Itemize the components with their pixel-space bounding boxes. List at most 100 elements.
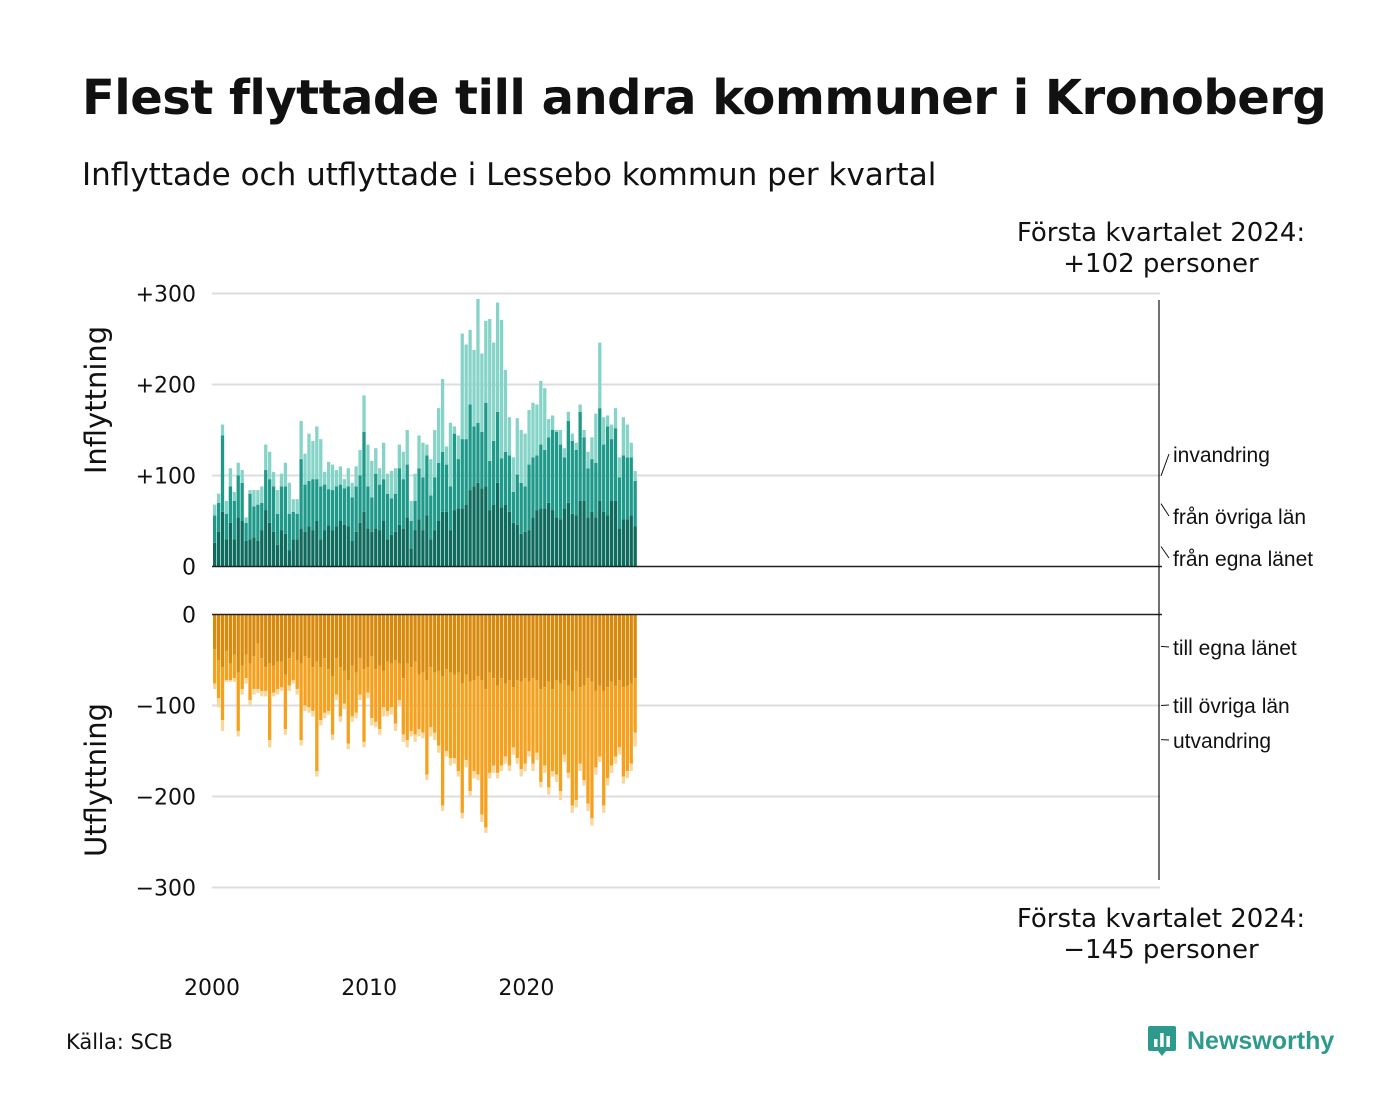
bar-inflow-egna xyxy=(460,508,464,567)
bar-inflow-ovriga xyxy=(401,479,405,529)
bar-inflow-egna xyxy=(558,519,563,567)
bar-outflow-ovriga xyxy=(248,663,252,701)
bar-inflow-ovriga xyxy=(437,462,441,521)
bar-outflow-egna xyxy=(570,614,574,691)
bar-outflow-egna xyxy=(252,614,256,657)
bar-inflow-egna xyxy=(425,515,429,567)
bar-outflow-egna xyxy=(256,614,260,644)
bar-outflow-utvandring xyxy=(244,678,248,684)
bar-outflow-egna xyxy=(299,614,303,664)
bar-outflow-ovriga xyxy=(586,678,590,804)
bar-outflow-egna xyxy=(535,614,539,681)
bar-inflow-invandring xyxy=(476,298,480,423)
bar-outflow-ovriga xyxy=(240,665,244,690)
bar-inflow-invandring xyxy=(303,453,307,485)
bar-outflow-utvandring xyxy=(437,745,441,753)
bar-outflow-utvandring xyxy=(633,732,637,747)
bar-outflow-egna xyxy=(515,614,519,681)
bar-outflow-utvandring xyxy=(330,734,335,741)
bar-inflow-egna xyxy=(354,531,358,567)
bar-outflow-utvandring xyxy=(429,727,433,737)
bar-outflow-ovriga xyxy=(295,660,299,690)
bar-outflow-utvandring xyxy=(338,716,343,722)
bar-outflow-ovriga xyxy=(503,683,508,757)
bar-inflow-invandring xyxy=(523,433,527,487)
bar-outflow-ovriga xyxy=(213,649,217,684)
bar-outflow-egna xyxy=(606,614,610,688)
bar-inflow-egna xyxy=(484,486,488,567)
brand-logo[interactable]: Newsworthy xyxy=(1147,1024,1334,1058)
bar-inflow-ovriga xyxy=(220,435,225,512)
bar-inflow-egna xyxy=(248,539,252,567)
bar-outflow-ovriga xyxy=(346,680,350,744)
bar-outflow-ovriga xyxy=(433,672,437,733)
bar-inflow-invandring xyxy=(291,499,295,512)
bar-outflow-utvandring xyxy=(315,771,319,777)
bar-inflow-egna xyxy=(621,519,626,567)
bar-inflow-egna xyxy=(554,517,559,567)
bar-outflow-utvandring xyxy=(523,763,527,772)
bar-outflow-ovriga xyxy=(629,683,633,764)
bar-outflow-egna xyxy=(405,614,409,664)
bar-outflow-ovriga xyxy=(633,678,637,733)
bar-inflow-egna xyxy=(429,539,433,567)
bar-outflow-utvandring xyxy=(354,712,358,719)
bar-inflow-ovriga xyxy=(228,486,233,523)
series-label-outflow: till övriga län xyxy=(1173,695,1290,718)
bar-inflow-egna xyxy=(476,482,480,567)
bar-inflow-egna xyxy=(370,531,374,567)
bar-outflow-ovriga xyxy=(495,685,500,773)
bar-outflow-egna xyxy=(370,614,374,657)
bar-inflow-egna xyxy=(562,508,567,567)
bar-inflow-invandring xyxy=(236,462,240,476)
bar-outflow-ovriga xyxy=(323,658,327,713)
bar-outflow-utvandring xyxy=(260,690,264,697)
bar-inflow-egna xyxy=(456,508,460,567)
bar-outflow-ovriga xyxy=(232,654,236,679)
bar-inflow-egna xyxy=(405,517,409,567)
bar-inflow-ovriga xyxy=(562,457,567,509)
bar-inflow-egna xyxy=(271,531,276,567)
bar-inflow-invandring xyxy=(358,450,362,476)
bar-outflow-utvandring xyxy=(378,729,382,735)
bar-inflow-ovriga xyxy=(260,502,264,531)
bar-outflow-egna xyxy=(350,614,354,666)
bar-inflow-ovriga xyxy=(621,455,626,520)
y-tick-label: 0 xyxy=(182,556,196,581)
label-leader-line xyxy=(1160,546,1170,559)
bar-outflow-ovriga xyxy=(440,676,445,806)
bar-inflow-invandring xyxy=(460,333,464,440)
bar-outflow-egna xyxy=(484,614,488,690)
bar-outflow-egna xyxy=(507,614,512,681)
bar-inflow-invandring xyxy=(244,517,248,523)
bar-outflow-egna xyxy=(440,614,445,677)
bar-outflow-egna xyxy=(464,614,468,675)
bar-outflow-utvandring xyxy=(393,723,398,731)
bar-inflow-ovriga xyxy=(330,490,335,531)
bar-inflow-egna xyxy=(503,504,508,567)
bar-inflow-ovriga xyxy=(264,470,268,511)
bar-outflow-egna xyxy=(472,614,476,681)
bar-outflow-ovriga xyxy=(511,687,515,748)
bar-inflow-invandring xyxy=(586,451,590,469)
bar-inflow-ovriga xyxy=(248,493,252,540)
bar-outflow-utvandring xyxy=(228,680,233,682)
bar-inflow-invandring xyxy=(621,417,626,456)
bar-outflow-egna xyxy=(554,614,559,681)
bar-inflow-egna xyxy=(393,531,398,567)
bar-outflow-utvandring xyxy=(602,805,606,813)
bar-inflow-invandring xyxy=(334,470,339,487)
bar-outflow-utvandring xyxy=(346,743,350,750)
bar-inflow-invandring xyxy=(342,479,346,489)
bar-inflow-invandring xyxy=(566,411,570,421)
bar-outflow-ovriga xyxy=(543,687,547,766)
y-tick-label: +100 xyxy=(136,465,196,490)
bar-outflow-ovriga xyxy=(456,672,460,772)
bar-outflow-utvandring xyxy=(444,751,449,757)
label-leader-line xyxy=(1160,645,1170,648)
bar-inflow-invandring xyxy=(609,424,614,440)
x-tick-label: 2000 xyxy=(184,976,240,1001)
bar-inflow-invandring xyxy=(275,490,280,514)
axes: 0 +100 +200 +300 0 −100 −200 −300 Inflyttning Utf… xyxy=(79,283,1162,1001)
bar-inflow-egna xyxy=(256,541,260,567)
